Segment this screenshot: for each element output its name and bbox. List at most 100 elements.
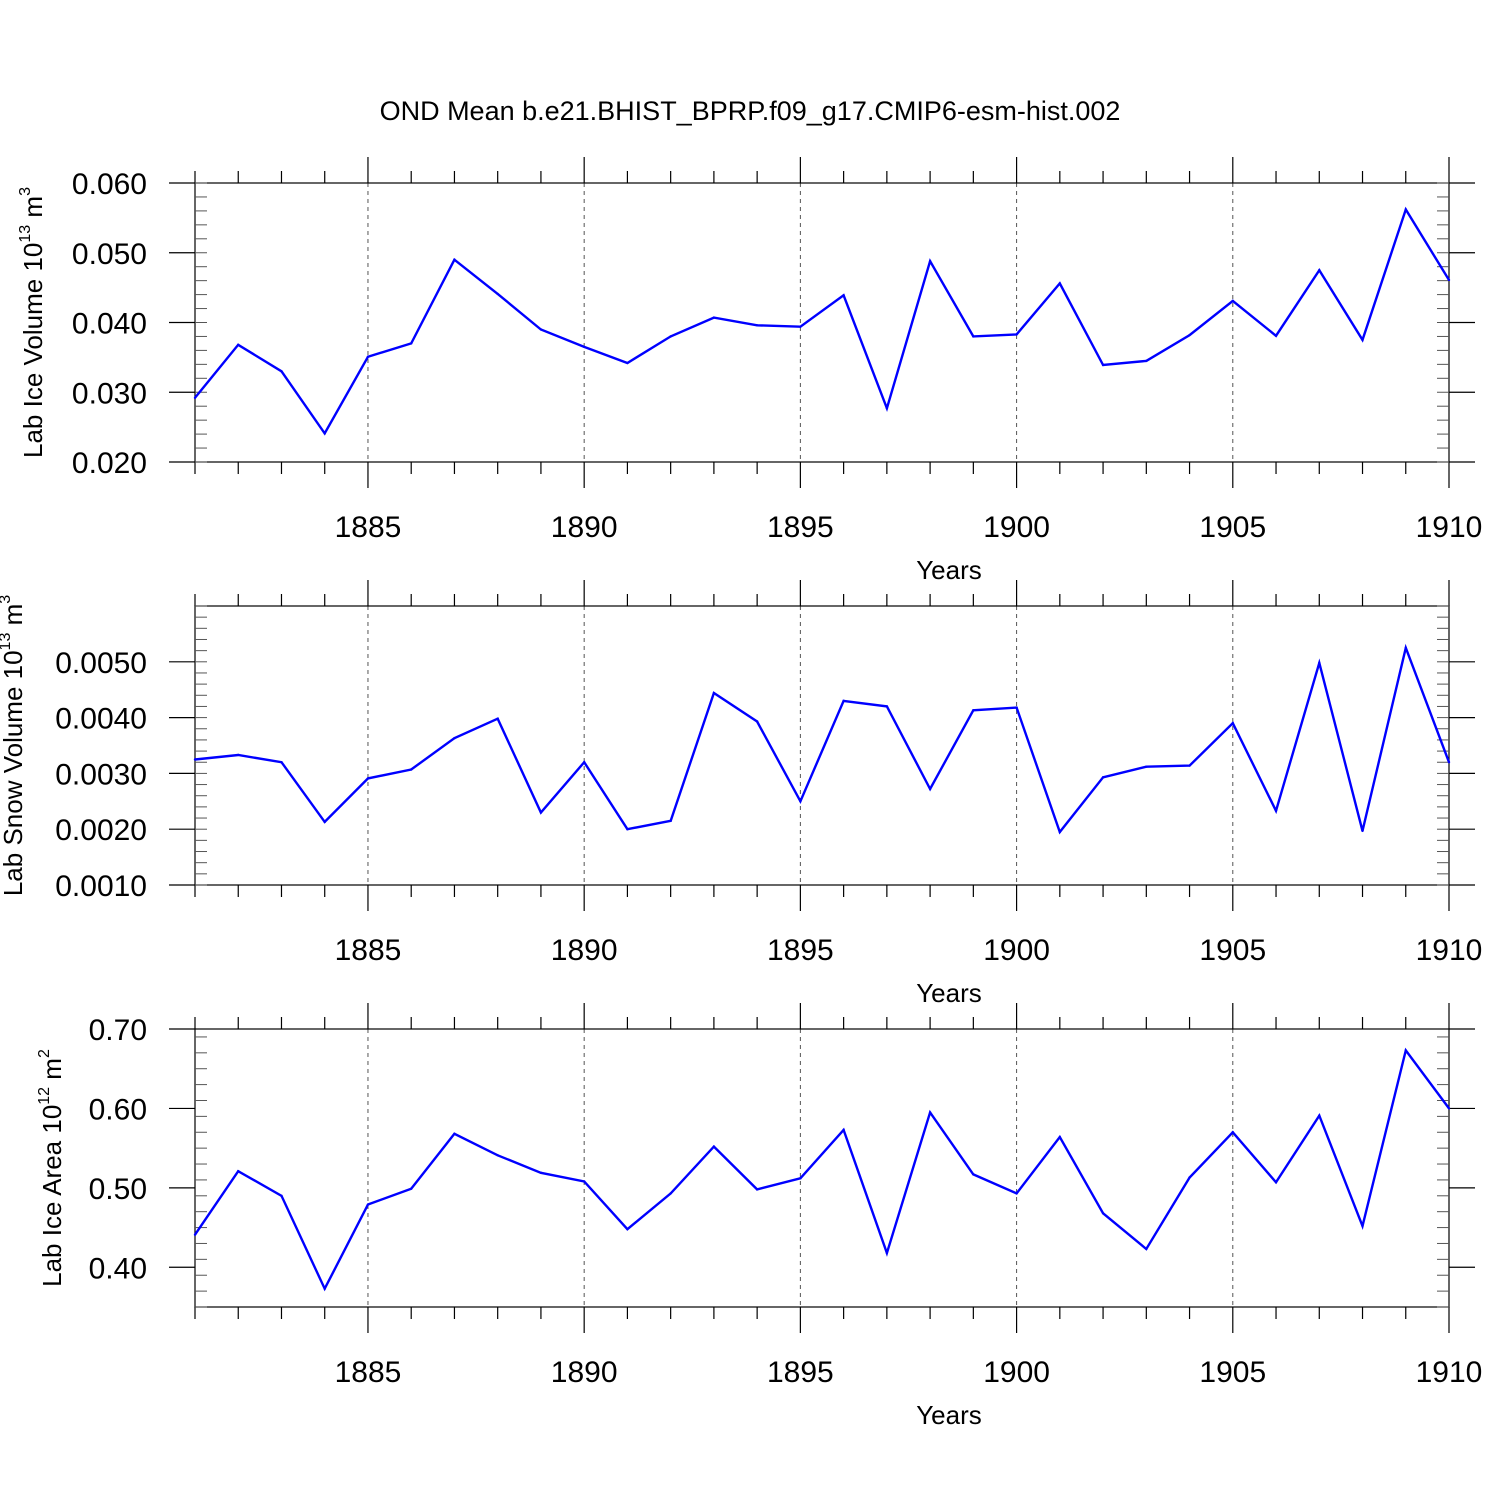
data-point xyxy=(799,325,802,328)
data-point xyxy=(1231,1131,1234,1134)
y-tick-label: 0.70 xyxy=(89,1014,147,1047)
series-line xyxy=(194,1047,1450,1292)
data-point xyxy=(626,1227,629,1231)
data-point xyxy=(496,1154,499,1157)
series-line xyxy=(194,206,1451,436)
y-tick-label: 0.0010 xyxy=(55,870,147,903)
data-point xyxy=(496,292,499,296)
y-tick-label: 0.030 xyxy=(72,377,147,410)
data-point xyxy=(237,753,240,757)
x-tick-label: 1885 xyxy=(335,511,402,544)
data-point xyxy=(885,705,889,708)
data-point xyxy=(972,335,975,338)
y-tick-label: 0.0040 xyxy=(55,703,147,736)
data-point xyxy=(972,1173,975,1176)
data-point xyxy=(1274,809,1278,812)
data-point xyxy=(193,758,197,761)
x-tick-label: 1910 xyxy=(1416,934,1483,967)
x-axis-title: Years xyxy=(916,1400,982,1430)
data-point xyxy=(928,259,932,263)
y-axis-title-part: m xyxy=(37,1058,67,1087)
y-axis-title-superscript: 3 xyxy=(0,595,14,604)
data-point xyxy=(1058,830,1062,834)
data-point xyxy=(885,1251,889,1255)
data-point xyxy=(1404,646,1407,650)
data-point xyxy=(842,294,845,297)
data-point xyxy=(539,811,543,814)
data-point xyxy=(410,1187,413,1190)
data-point xyxy=(626,361,629,365)
data-point xyxy=(366,355,370,358)
data-point xyxy=(323,1287,326,1290)
data-point xyxy=(842,1128,845,1132)
data-point xyxy=(1015,706,1018,709)
y-tick-label: 0.0050 xyxy=(55,647,147,680)
data-point xyxy=(280,761,283,764)
data-point xyxy=(366,777,370,780)
data-point xyxy=(1231,299,1234,303)
data-point xyxy=(453,1132,456,1136)
x-tick-label: 1885 xyxy=(335,934,402,967)
data-point xyxy=(1145,359,1148,363)
data-point xyxy=(1447,1107,1451,1110)
y-tick-label: 0.60 xyxy=(89,1093,147,1126)
data-point xyxy=(1015,333,1018,336)
data-point xyxy=(1404,1049,1407,1052)
data-point xyxy=(669,819,672,823)
data-point xyxy=(323,432,326,435)
data-point xyxy=(539,328,543,331)
y-axis-title-part: m xyxy=(0,604,28,633)
data-point xyxy=(1274,1181,1278,1184)
y-tick-label: 0.40 xyxy=(89,1252,147,1285)
data-point xyxy=(1101,1212,1105,1215)
data-point xyxy=(410,768,413,771)
x-tick-label: 1900 xyxy=(983,1356,1050,1389)
x-tick-label: 1900 xyxy=(983,511,1050,544)
data-point xyxy=(1188,1176,1191,1179)
x-tick-label: 1900 xyxy=(983,934,1050,967)
data-point xyxy=(237,343,240,347)
y-axis-title: Lab Snow Volume 1013 m3 xyxy=(0,595,28,896)
y-axis-title: Lab Ice Volume 1013 m3 xyxy=(17,187,48,458)
data-point xyxy=(799,1177,802,1180)
data-point xyxy=(1058,282,1062,285)
y-axis-title: Lab Ice Area 1012 m2 xyxy=(36,1049,67,1287)
x-tick-label: 1885 xyxy=(335,1356,402,1389)
data-point xyxy=(1361,338,1364,342)
y-tick-label: 0.040 xyxy=(72,308,147,341)
x-tick-label: 1890 xyxy=(551,1356,618,1389)
data-point xyxy=(712,1145,716,1148)
data-point xyxy=(755,720,759,723)
data-point xyxy=(539,1171,543,1174)
y-axis-title-superscript: 13 xyxy=(17,225,34,243)
series-line xyxy=(194,643,1451,835)
data-point xyxy=(1145,1247,1148,1251)
data-point xyxy=(280,1194,283,1198)
data-point xyxy=(842,699,845,703)
data-point xyxy=(755,324,759,327)
x-tick-label: 1895 xyxy=(767,934,834,967)
data-point xyxy=(410,342,413,345)
y-axis-title-part: m xyxy=(18,196,48,225)
panel-3: 0.40 0.50 0.60 0.70 1885 1890 1895 1900 1905 1910… xyxy=(36,1003,1482,1430)
data-point xyxy=(1188,764,1191,767)
data-point xyxy=(193,1233,197,1236)
data-point xyxy=(885,407,889,410)
data-point xyxy=(582,1180,586,1183)
data-point xyxy=(669,335,672,338)
data-point xyxy=(669,1192,672,1195)
y-axis-title-superscript: 12 xyxy=(36,1087,53,1105)
data-point xyxy=(928,787,932,791)
data-point xyxy=(280,370,283,373)
y-axis-title-superscript: 3 xyxy=(17,187,34,196)
data-point xyxy=(323,820,326,824)
data-point xyxy=(799,800,802,803)
y-tick-label: 0.0020 xyxy=(55,814,147,847)
data-point xyxy=(626,828,629,831)
data-point xyxy=(582,761,586,764)
y-tick-label: 0.50 xyxy=(89,1173,147,1206)
y-axis-title-part: Lab Snow Volume 10 xyxy=(0,650,28,896)
plot-frame xyxy=(194,605,1450,886)
